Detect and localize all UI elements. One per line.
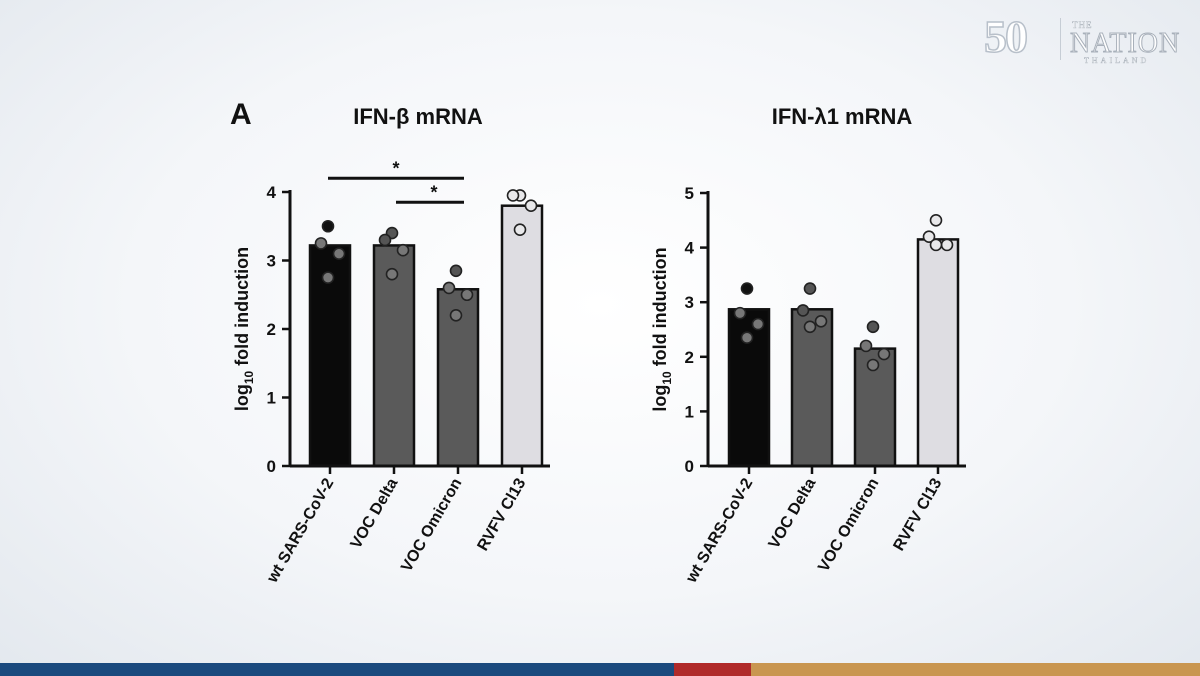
data-point: [449, 308, 463, 322]
data-point: [929, 238, 943, 252]
y-axis-label-subscript: 10: [660, 371, 674, 385]
y-tick-label: 4: [267, 183, 277, 202]
y-axis-label-log: log: [650, 385, 670, 412]
bar-1: [372, 244, 416, 468]
data-point: [922, 230, 936, 243]
data-point: [866, 358, 880, 372]
x-tick-label: VOC Omicron: [815, 476, 882, 575]
y-axis-label: log10 fold induction: [650, 247, 674, 411]
data-point: [396, 243, 410, 257]
nation-thailand-logo: 50 THE NATION THAILAND: [980, 8, 1190, 65]
bar-1: [790, 308, 834, 468]
data-point: [321, 219, 335, 233]
chart-ifn-beta: IFN-β mRNA log10 fold induction 0 1 2 3 4 wt SA…: [232, 104, 550, 586]
x-tick-label: VOC Delta: [766, 475, 820, 551]
data-point: [796, 304, 810, 317]
y-tick-label: 0: [267, 457, 276, 476]
data-point: [378, 233, 392, 247]
x-tick-label: wt SARS-CoV-2: [683, 475, 757, 586]
x-tick-label: RVFV Cl13: [474, 475, 529, 553]
significance-star: *: [392, 158, 399, 178]
bar-3: [500, 204, 544, 468]
y-axis-label-rest: fold induction: [650, 247, 670, 371]
data-point: [733, 306, 747, 320]
footer-bar-red: [674, 663, 751, 676]
data-point: [751, 317, 765, 331]
data-point: [385, 267, 399, 281]
data-point: [449, 264, 463, 278]
y-axis-label-rest: fold induction: [232, 247, 252, 371]
chart-title: IFN-λ1 mRNA: [772, 104, 913, 129]
data-point: [321, 271, 335, 284]
data-point: [859, 339, 873, 353]
chart-title: IFN-β mRNA: [353, 104, 483, 129]
data-point: [506, 189, 520, 202]
panel-label: A: [230, 98, 252, 131]
data-point: [513, 223, 527, 236]
y-tick-label: 3: [267, 252, 276, 271]
y-tick-label: 3: [685, 293, 694, 312]
chart-ifn-lambda1: IFN-λ1 mRNA log10 fold induction 0 1 2 3 4 5 wt …: [650, 104, 966, 586]
y-axis-label-subscript: 10: [242, 370, 256, 384]
logo-divider: [1060, 18, 1061, 60]
x-tick-label: VOC Omicron: [398, 476, 465, 575]
data-point: [740, 331, 754, 344]
data-point: [332, 247, 346, 260]
y-axis-label-log: log: [232, 384, 252, 411]
data-point: [740, 282, 754, 295]
logo-thailand-text: THAILAND: [1084, 56, 1150, 65]
x-tick-label: RVFV Cl13: [890, 475, 945, 553]
data-point: [929, 214, 943, 227]
significance-star: *: [430, 182, 437, 202]
x-tick-label: wt SARS-CoV-2: [264, 475, 338, 586]
anniversary-50-mark: 50: [983, 10, 1029, 63]
data-point: [814, 315, 828, 328]
data-point: [940, 238, 954, 252]
bar-3: [916, 238, 960, 468]
data-point: [877, 347, 891, 361]
data-point: [866, 320, 880, 334]
y-tick-label: 1: [267, 389, 276, 408]
logo-the-text: THE: [1072, 20, 1093, 30]
footer-bar-gold: [751, 663, 1200, 676]
y-tick-label: 4: [685, 239, 695, 258]
y-tick-label: 0: [685, 457, 694, 476]
y-tick-label: 5: [685, 184, 694, 203]
y-axis-label: log10 fold induction: [232, 247, 256, 411]
data-point: [803, 282, 817, 295]
y-tick-label: 2: [685, 348, 694, 367]
data-point: [803, 320, 817, 334]
y-tick-label: 2: [267, 320, 276, 339]
x-tick-label: VOC Delta: [348, 475, 402, 551]
data-point: [442, 281, 456, 295]
data-point: [460, 288, 474, 302]
data-point: [524, 199, 538, 212]
data-point: [314, 237, 328, 250]
y-tick-label: 1: [685, 402, 694, 421]
logo-nation-text: NATION: [1069, 28, 1181, 60]
footer-bar-blue: [0, 663, 674, 676]
